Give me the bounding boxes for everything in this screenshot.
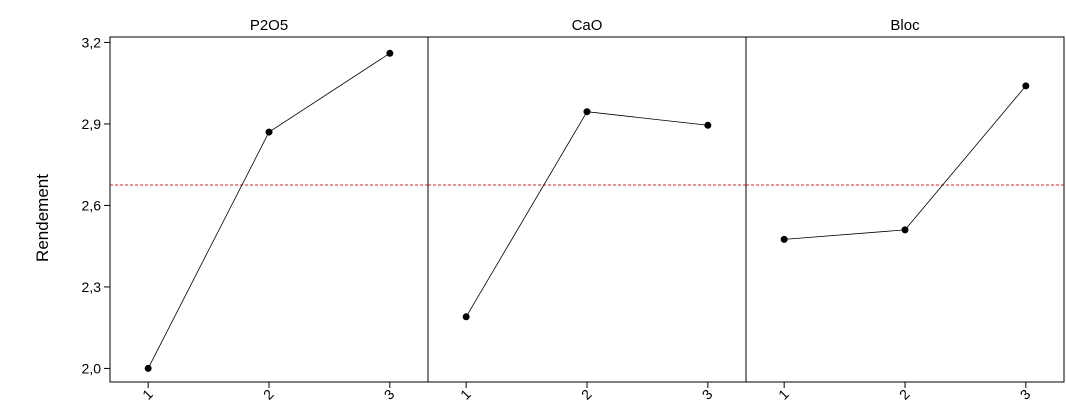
panel-p2o5: P2O5 1 2 3 <box>110 17 428 403</box>
x-tick-label: 2 <box>896 386 913 403</box>
y-axis-title: Rendement <box>33 174 52 262</box>
data-point <box>704 121 712 129</box>
plot-frame <box>109 36 1065 383</box>
panel-bloc: Bloc 1 2 3 <box>745 17 1064 403</box>
data-point <box>901 226 909 234</box>
x-tick-label: 3 <box>1017 386 1034 403</box>
data-point <box>583 108 591 116</box>
panel-title: Bloc <box>890 17 920 34</box>
panels-group: P2O5 1 2 3 CaO 1 2 3 Bloc 1 2 3 <box>109 17 1065 403</box>
y-tick-label: 2,0 <box>82 360 102 376</box>
y-tick-label: 2,9 <box>82 116 102 132</box>
y-tick-label: 2,6 <box>82 197 102 213</box>
x-tick-label: 3 <box>381 386 398 403</box>
x-tick-label: 1 <box>775 386 792 403</box>
data-point <box>1022 82 1030 90</box>
y-axis: 2,0 2,3 2,6 2,9 3,2 <box>82 34 110 376</box>
x-tick-label: 2 <box>260 386 277 403</box>
data-point <box>144 364 152 372</box>
series-line <box>147 52 391 369</box>
panel-title: P2O5 <box>250 17 288 34</box>
series-line <box>784 85 1027 240</box>
panel-title: CaO <box>572 17 603 34</box>
x-tick-label: 3 <box>699 386 716 403</box>
y-tick-label: 3,2 <box>82 34 102 50</box>
y-tick-label: 2,3 <box>82 279 102 295</box>
x-tick-label: 1 <box>139 386 156 403</box>
panel-cao: CaO 1 2 3 <box>427 17 746 403</box>
x-tick-label: 1 <box>457 386 474 403</box>
data-point <box>386 49 394 57</box>
series-line <box>465 111 708 318</box>
data-point <box>265 128 273 136</box>
data-point <box>462 313 470 321</box>
data-point <box>780 235 788 243</box>
x-tick-label: 2 <box>578 386 595 403</box>
